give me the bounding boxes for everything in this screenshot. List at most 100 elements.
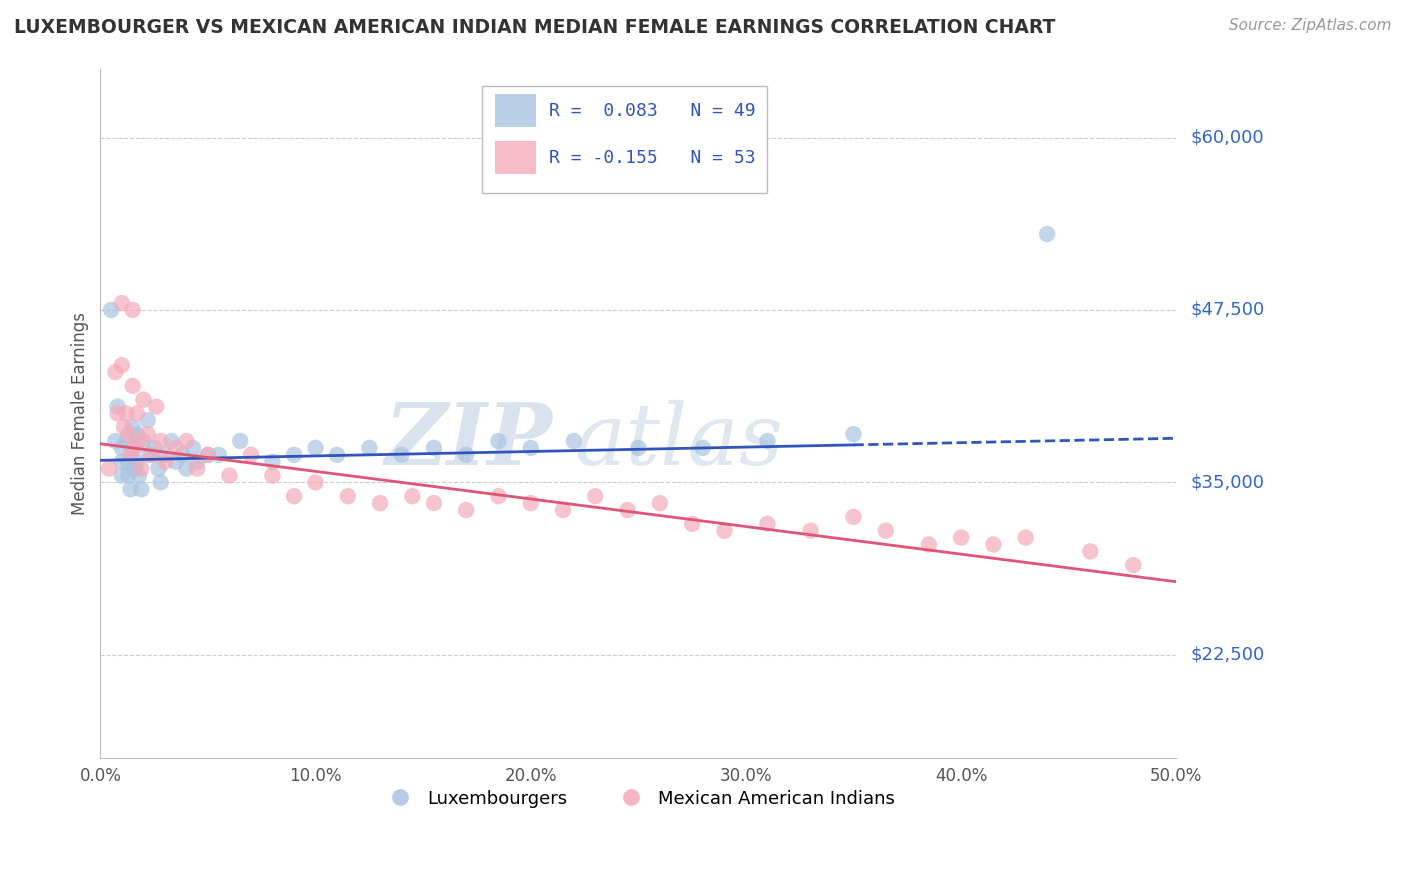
Point xyxy=(148,461,170,475)
Point xyxy=(359,441,381,455)
Point xyxy=(176,461,198,475)
Point xyxy=(112,420,135,434)
Point xyxy=(160,434,183,448)
Bar xyxy=(495,141,536,174)
Point xyxy=(124,461,146,475)
Text: LUXEMBOURGER VS MEXICAN AMERICAN INDIAN MEDIAN FEMALE EARNINGS CORRELATION CHART: LUXEMBOURGER VS MEXICAN AMERICAN INDIAN … xyxy=(14,18,1056,37)
Point xyxy=(336,489,359,503)
Legend: Luxembourgers, Mexican American Indians: Luxembourgers, Mexican American Indians xyxy=(375,782,901,815)
Point xyxy=(304,441,326,455)
Point xyxy=(488,489,510,503)
Point xyxy=(842,427,865,442)
Point xyxy=(136,427,159,442)
Point xyxy=(136,413,159,427)
Point xyxy=(124,441,146,455)
Point xyxy=(153,455,176,469)
Point xyxy=(799,524,821,538)
Point xyxy=(128,468,150,483)
Point xyxy=(125,455,148,469)
Point xyxy=(401,489,423,503)
Point xyxy=(551,503,574,517)
Point xyxy=(107,400,129,414)
Point xyxy=(129,483,152,497)
Point xyxy=(100,302,122,317)
Point xyxy=(262,455,284,469)
Point xyxy=(229,434,252,448)
Point xyxy=(218,468,240,483)
Point xyxy=(1078,544,1101,558)
Point xyxy=(111,441,134,455)
Point xyxy=(423,496,446,510)
Point xyxy=(120,448,142,462)
Point xyxy=(165,455,187,469)
Point xyxy=(143,441,166,455)
Text: Source: ZipAtlas.com: Source: ZipAtlas.com xyxy=(1229,18,1392,33)
Point xyxy=(121,379,143,393)
Point xyxy=(165,441,187,455)
Point xyxy=(950,531,973,545)
Point xyxy=(627,441,650,455)
Point xyxy=(111,455,134,469)
Point xyxy=(117,455,139,469)
Point xyxy=(283,489,305,503)
FancyBboxPatch shape xyxy=(482,86,768,193)
Point xyxy=(117,427,139,442)
Y-axis label: Median Female Earnings: Median Female Earnings xyxy=(72,312,89,515)
Point xyxy=(104,365,127,379)
Point xyxy=(391,448,413,462)
Point xyxy=(125,406,148,420)
Point xyxy=(107,406,129,420)
Point xyxy=(176,434,198,448)
Point xyxy=(304,475,326,490)
Point xyxy=(197,448,219,462)
Point xyxy=(111,468,134,483)
Point xyxy=(181,441,204,455)
Point xyxy=(153,448,176,462)
Point xyxy=(149,475,172,490)
Text: $47,500: $47,500 xyxy=(1191,301,1264,319)
Point xyxy=(117,468,139,483)
Point xyxy=(842,509,865,524)
Point xyxy=(456,503,478,517)
Point xyxy=(121,420,143,434)
Point xyxy=(111,358,134,372)
Point xyxy=(283,448,305,462)
Point xyxy=(145,400,167,414)
Point xyxy=(121,441,143,455)
Point xyxy=(326,448,349,462)
Point xyxy=(111,296,134,310)
Text: $60,000: $60,000 xyxy=(1191,128,1264,146)
Point xyxy=(186,461,208,475)
Point xyxy=(918,537,941,551)
Point xyxy=(488,434,510,448)
Point xyxy=(681,516,703,531)
Text: $35,000: $35,000 xyxy=(1191,474,1264,491)
Point xyxy=(132,392,155,407)
Point xyxy=(129,461,152,475)
Point xyxy=(1036,227,1059,241)
Point xyxy=(713,524,735,538)
Point xyxy=(562,434,585,448)
Point xyxy=(172,448,194,462)
Text: R =  0.083   N = 49: R = 0.083 N = 49 xyxy=(548,102,755,120)
Point xyxy=(128,434,150,448)
Text: ZIP: ZIP xyxy=(384,400,553,483)
Bar xyxy=(495,94,536,128)
Point xyxy=(240,448,263,462)
Point xyxy=(368,496,391,510)
Point xyxy=(756,434,779,448)
Point xyxy=(115,434,138,448)
Point xyxy=(756,516,779,531)
Point xyxy=(120,483,142,497)
Text: atlas: atlas xyxy=(574,400,783,483)
Point xyxy=(141,448,163,462)
Point xyxy=(616,503,638,517)
Point xyxy=(983,537,1005,551)
Point xyxy=(149,434,172,448)
Point xyxy=(104,434,127,448)
Point xyxy=(262,468,284,483)
Point xyxy=(132,434,155,448)
Point xyxy=(208,448,231,462)
Point xyxy=(423,441,446,455)
Point xyxy=(583,489,606,503)
